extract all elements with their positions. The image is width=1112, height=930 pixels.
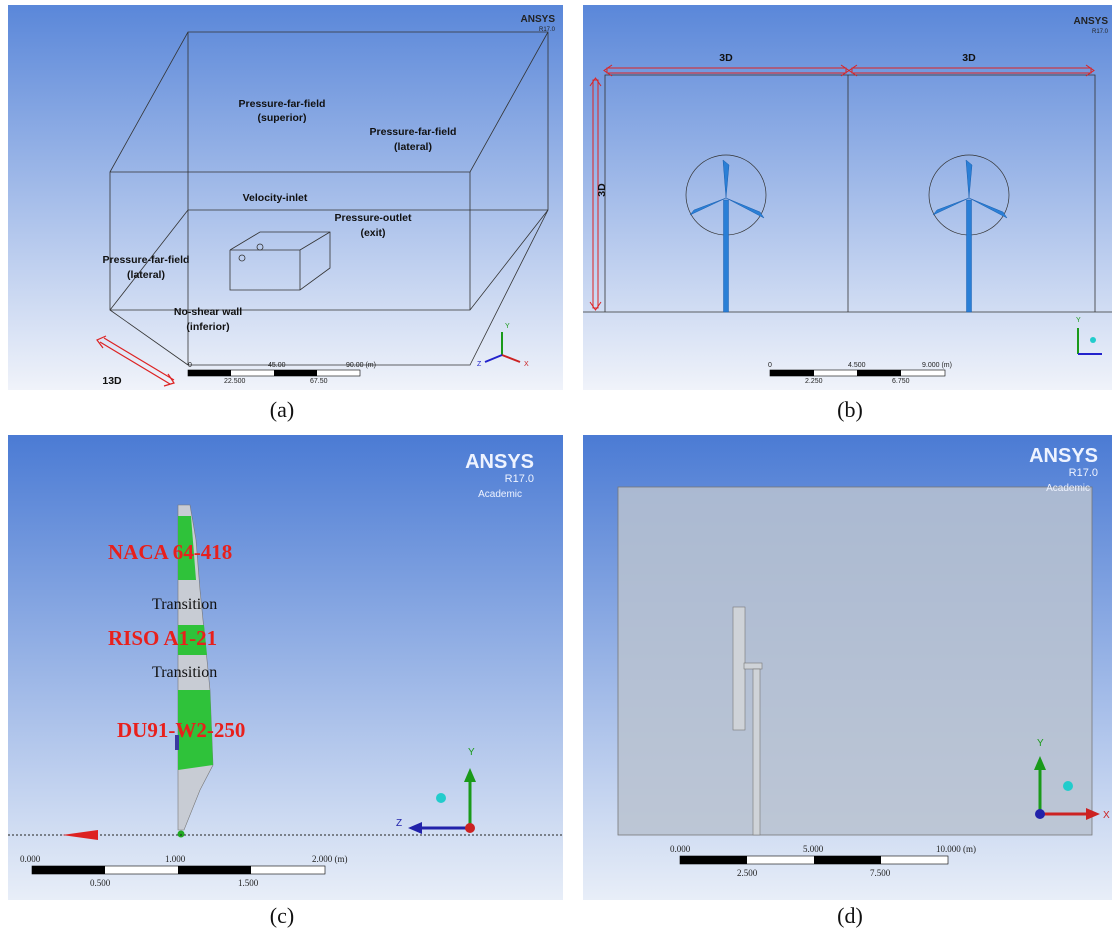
axis-label: X [524, 361, 529, 368]
dimension-label: 3D [596, 183, 608, 197]
boundary-label: (lateral) [394, 141, 432, 153]
axis-label: Y [1037, 738, 1044, 749]
boundary-label: (inferior) [186, 321, 229, 333]
panel-d: ANSYS R17.0 Academic 0.000 5.000 10.000 … [583, 435, 1112, 928]
scale-label: 2.250 [805, 378, 823, 385]
scale-label: 45.00 [268, 362, 286, 369]
scale-label: 5.000 [803, 844, 824, 854]
scale-label: 67.50 [310, 378, 328, 385]
scale-label: 10.000 (m) [936, 844, 976, 854]
scale-label: 4.500 [848, 362, 866, 369]
figure: ANSYS R17.0 Pressure-far-field (superior… [0, 0, 1112, 930]
boundary-label: Velocity-inlet [243, 192, 308, 204]
scale-label: 6.750 [892, 378, 910, 385]
panel-label: (a) [270, 397, 294, 422]
scale-label: 0 [768, 362, 772, 369]
dimension-label: 13D [102, 375, 122, 387]
logo-version: R17.0 [1092, 29, 1109, 35]
scale-label: 9.000 (m) [922, 362, 952, 369]
logo-version: R17.0 [539, 27, 556, 33]
boundary-label: (superior) [257, 112, 306, 124]
axis-label: Y [468, 747, 475, 758]
scale-label: 0.000 [20, 854, 41, 864]
axis-label: X [1103, 810, 1110, 821]
boundary-label: Pressure-far-field [239, 98, 326, 110]
scale-label: 0.500 [90, 878, 111, 888]
logo-name: ANSYS [465, 451, 534, 473]
axis-label: Z [396, 818, 402, 829]
boundary-label: No-shear wall [174, 306, 242, 318]
viewport [583, 5, 1112, 390]
profile-label: Transition [152, 664, 217, 681]
logo-name: ANSYS [1074, 16, 1109, 27]
scale-label: 7.500 [870, 868, 891, 878]
dimension-label: 3D [719, 52, 733, 64]
logo-name: ANSYS [521, 14, 556, 25]
boundary-label: Pressure-far-field [370, 126, 457, 138]
profile-label: Transition [152, 596, 217, 613]
panel-label: (b) [837, 397, 863, 422]
boundary-label: (lateral) [127, 269, 165, 281]
panel-b: 3D 3D 3D ANSYS R17.0 0 4.500 9.000 (m) 2… [583, 5, 1112, 422]
scale-label: 0.000 [670, 844, 691, 854]
panel-label: (c) [270, 903, 294, 928]
domain-box [618, 487, 1092, 835]
logo-edition: Academic [1046, 483, 1090, 494]
boundary-label: (exit) [360, 227, 385, 239]
profile-label: NACA 64-418 [108, 540, 232, 564]
logo-edition: Academic [478, 489, 522, 500]
logo-version: R17.0 [505, 473, 534, 485]
scale-label: 1.000 [165, 854, 186, 864]
scale-label: 22.500 [224, 378, 246, 385]
panel-c: NACA 64-418 Transition RISO A1-21 Transi… [8, 435, 563, 928]
axis-label: Z [477, 361, 482, 368]
logo-version: R17.0 [1069, 467, 1098, 479]
scale-label: 2.500 [737, 868, 758, 878]
profile-label: DU91-W2-250 [117, 718, 245, 742]
dimension-label: 3D [962, 52, 976, 64]
panel-a: ANSYS R17.0 Pressure-far-field (superior… [8, 5, 563, 422]
page: ANSYS R17.0 Pressure-far-field (superior… [0, 0, 1112, 930]
viewport [8, 435, 563, 900]
scale-label: 1.500 [238, 878, 259, 888]
logo-name: ANSYS [1029, 445, 1098, 467]
axis-label: Y [1076, 317, 1081, 324]
boundary-label: Pressure-far-field [103, 254, 190, 266]
scale-label: 0 [188, 362, 192, 369]
axis-label: Y [505, 323, 510, 330]
scale-label: 90.00 (m) [346, 362, 376, 369]
panel-label: (d) [837, 903, 863, 928]
scale-label: 2.000 (m) [312, 854, 348, 864]
profile-label: RISO A1-21 [108, 626, 217, 650]
boundary-label: Pressure-outlet [334, 212, 412, 224]
